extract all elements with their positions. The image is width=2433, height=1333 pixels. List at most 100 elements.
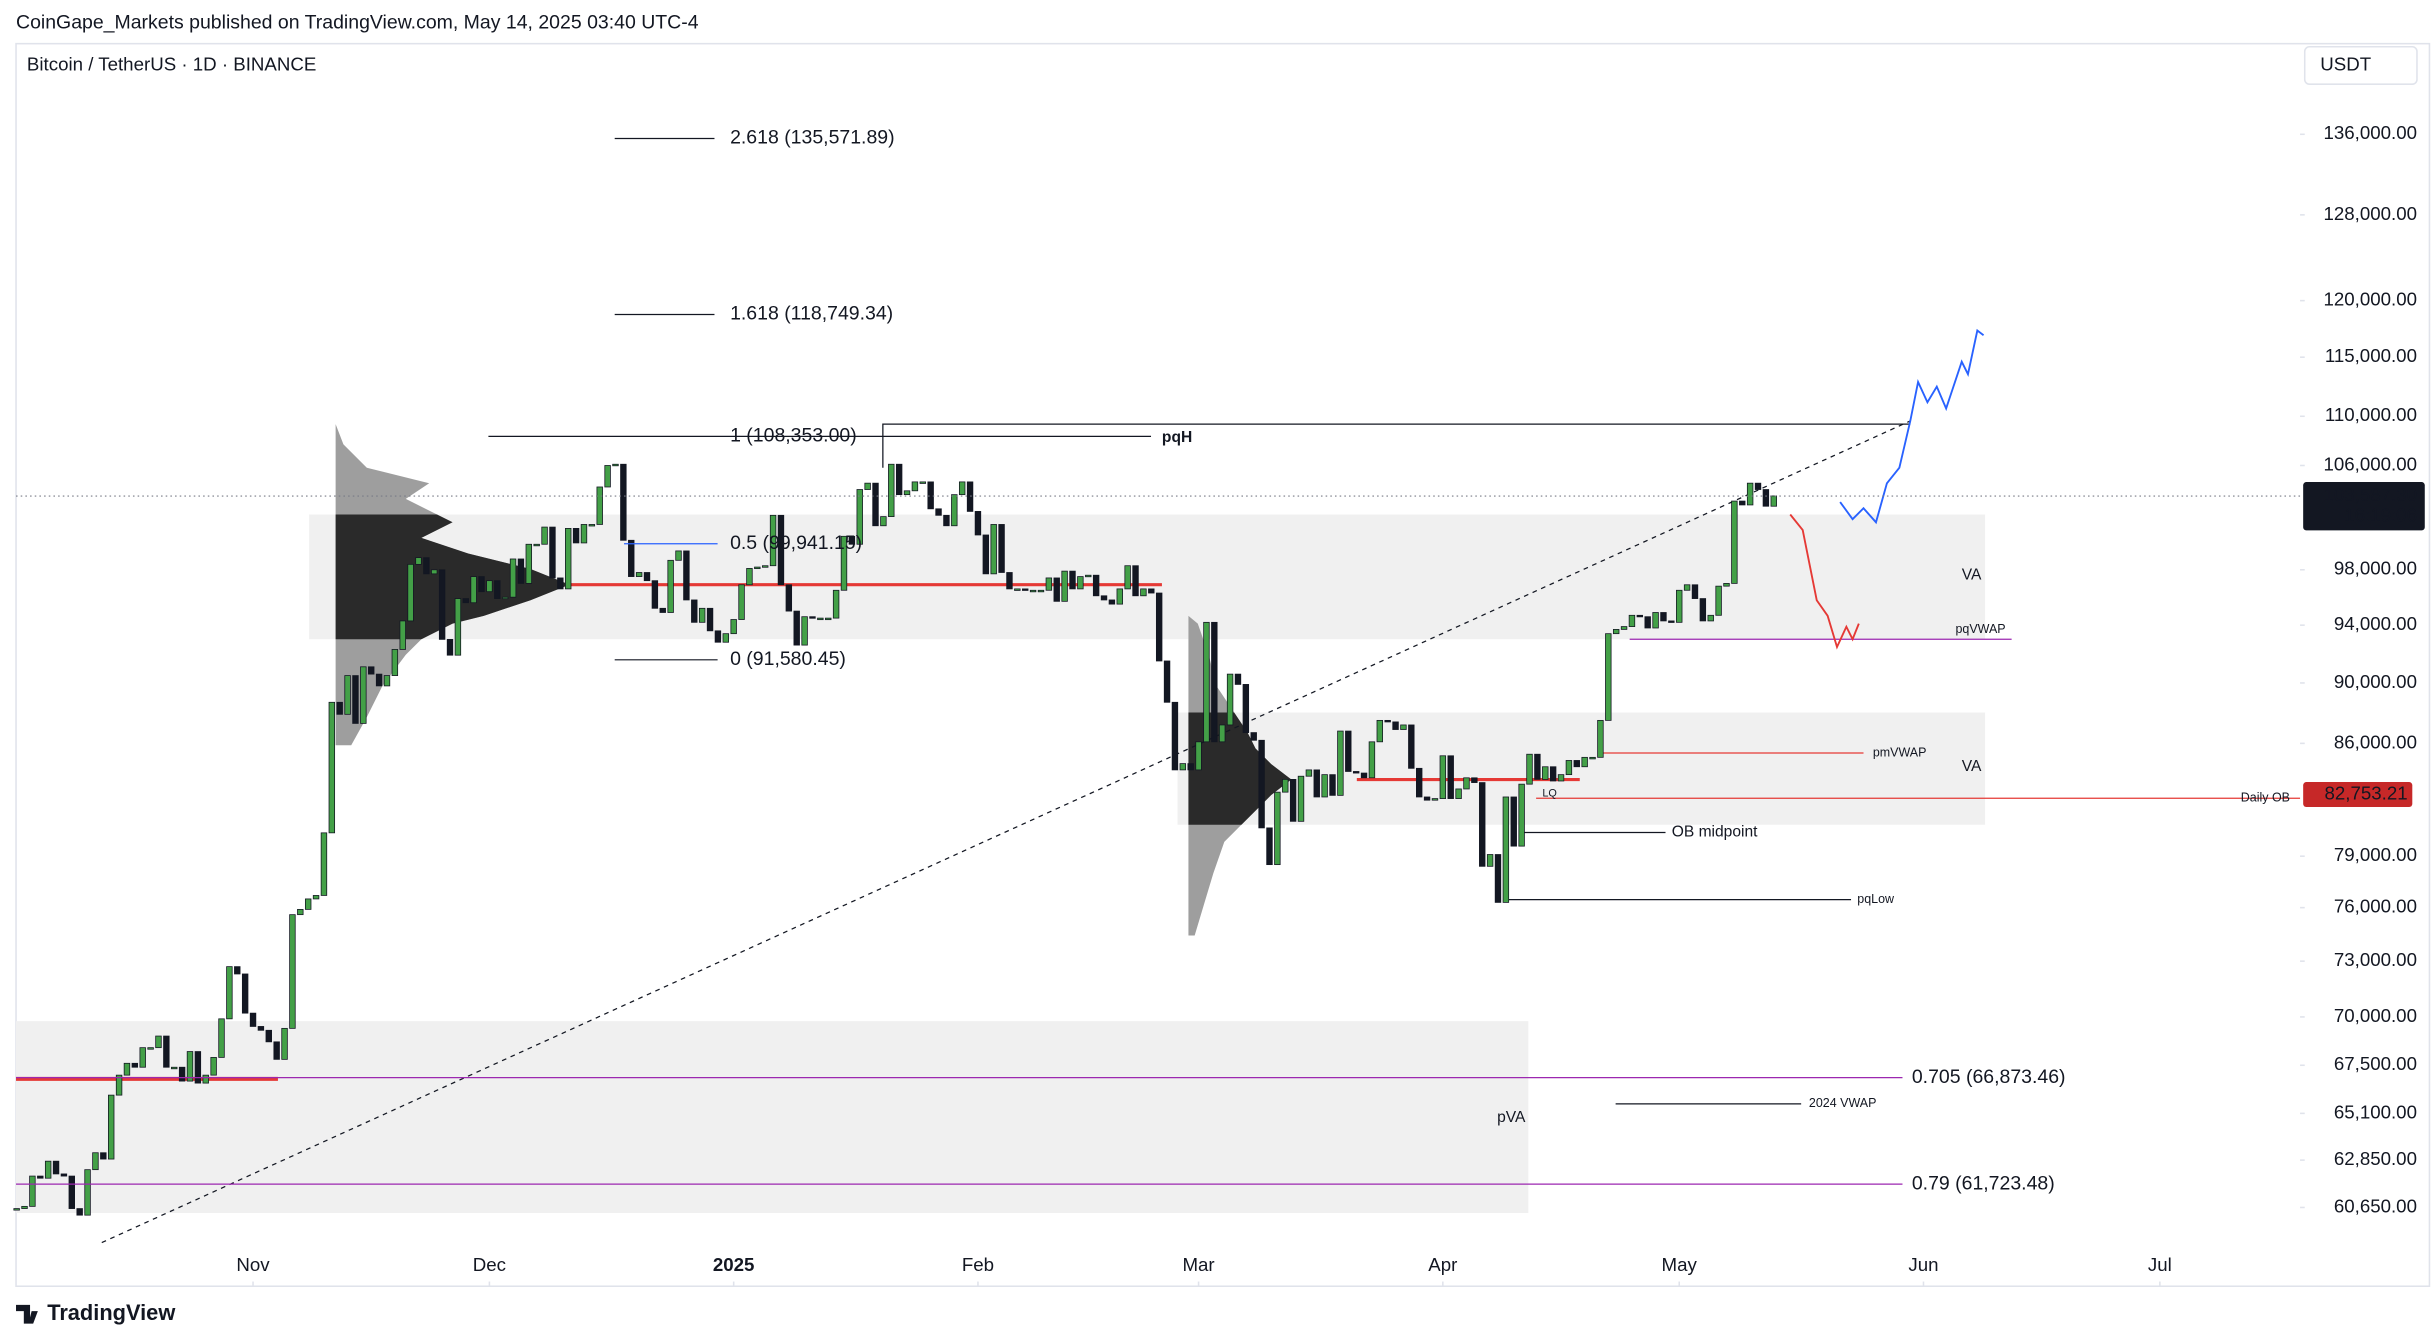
candle-up — [391, 649, 399, 676]
candle-up — [123, 1062, 131, 1076]
candle-down — [1691, 584, 1699, 599]
annotation: pqH — [1162, 429, 1192, 446]
candle-up — [304, 898, 312, 910]
x-tick-label: Feb — [962, 1254, 994, 1275]
candle-up — [1502, 796, 1510, 903]
y-tick-label: 73,000.00 — [2334, 949, 2417, 970]
candle-up — [415, 557, 422, 565]
candle-up — [1337, 730, 1344, 796]
y-tick-label: 60,650.00 — [2334, 1195, 2417, 1216]
candle-up — [888, 463, 895, 518]
candle-up — [958, 481, 966, 496]
candle-up — [1124, 565, 1131, 590]
candle-down — [517, 558, 525, 584]
candle-down — [943, 514, 950, 527]
candle-up — [320, 832, 328, 896]
candle-down — [1313, 769, 1320, 798]
candle-down — [1352, 771, 1360, 774]
candle-up — [1463, 777, 1470, 790]
candle-up — [903, 490, 911, 496]
candle-up — [612, 463, 619, 467]
candle-up — [1605, 633, 1612, 721]
candle-down — [52, 1160, 60, 1175]
candle-down — [643, 572, 651, 582]
candle-up — [1518, 783, 1525, 847]
candle-up — [289, 914, 296, 1029]
candle-up — [470, 576, 477, 604]
candle-down — [234, 966, 241, 975]
candles — [13, 463, 1777, 1216]
candle-up — [1045, 577, 1053, 591]
candle-down — [714, 630, 722, 643]
candle-up — [1431, 798, 1439, 801]
candle-up — [951, 494, 958, 527]
candle-down — [1163, 660, 1171, 703]
candle-down — [691, 599, 698, 623]
candle-up — [1612, 629, 1620, 635]
published-line: CoinGape_Markets published on TradingVie… — [16, 12, 699, 34]
candle-up — [856, 489, 863, 545]
previous-value-area — [16, 1021, 1529, 1213]
candle-down — [966, 481, 974, 512]
candle-down — [1242, 684, 1250, 733]
candle-up — [84, 1169, 91, 1216]
candle-up — [218, 1018, 225, 1058]
candle-down — [1644, 616, 1651, 629]
candle-up — [1203, 621, 1210, 743]
candle-down — [446, 638, 454, 656]
candle-down — [352, 675, 359, 724]
candle-up — [1676, 589, 1683, 623]
fib-label: 0.705 (66,873.46) — [1912, 1066, 2066, 1088]
bullish-projection — [1839, 328, 1985, 525]
candle-down — [1408, 724, 1415, 769]
y-tick-label: 76,000.00 — [2334, 896, 2417, 917]
candle-down — [927, 481, 934, 510]
candle-down — [1006, 572, 1013, 590]
candle-down — [76, 1208, 83, 1216]
x-tick-label: Jun — [1908, 1254, 1938, 1275]
y-tick-label: 110,000.00 — [2325, 404, 2417, 425]
candle-up — [533, 543, 540, 547]
candle-down — [1211, 621, 1218, 743]
candle-down — [982, 534, 990, 575]
candle-down — [1053, 577, 1060, 602]
x-tick-label: Dec — [473, 1254, 506, 1275]
candle-up — [762, 565, 769, 568]
candle-up — [1715, 585, 1722, 616]
annotation: Daily OB — [2241, 791, 2290, 805]
y-tick-label: 98,000.00 — [2334, 558, 2417, 579]
candle-up — [108, 1094, 115, 1160]
candle-down — [1392, 721, 1399, 730]
candle-up — [1589, 756, 1596, 760]
candle-down — [1534, 753, 1541, 780]
candle-up — [541, 526, 548, 545]
candle-up — [604, 465, 611, 488]
fib-label: 2.618 (135,571.89) — [730, 127, 895, 149]
candle-down — [257, 1026, 265, 1031]
candle-down — [1660, 612, 1667, 622]
candle-down — [249, 1012, 257, 1027]
candle-up — [210, 1057, 217, 1076]
candle-up — [667, 559, 674, 613]
candle-up — [801, 616, 808, 646]
candle-down — [651, 580, 659, 609]
candle-down — [659, 607, 666, 613]
candle-down — [974, 511, 982, 536]
last-price-label: 103,587.30 — [2323, 484, 2417, 505]
candle-up — [431, 569, 438, 575]
candle-up — [407, 563, 414, 622]
candle-up — [1731, 500, 1738, 584]
y-tick-label: 106,000.00 — [2323, 453, 2417, 474]
candle-down — [872, 482, 879, 527]
candle-up — [990, 524, 997, 575]
candle-up — [1219, 724, 1226, 743]
x-tick-label: Nov — [236, 1254, 270, 1275]
x-tick-label: Mar — [1182, 1254, 1214, 1275]
candle-up — [919, 481, 926, 484]
y-tick-label: 136,000.00 — [2323, 122, 2417, 143]
candle-down — [1329, 774, 1336, 796]
candle-up — [1542, 766, 1549, 780]
candle-up — [509, 558, 517, 598]
candle-up — [454, 598, 462, 656]
candle-up — [1077, 576, 1084, 590]
